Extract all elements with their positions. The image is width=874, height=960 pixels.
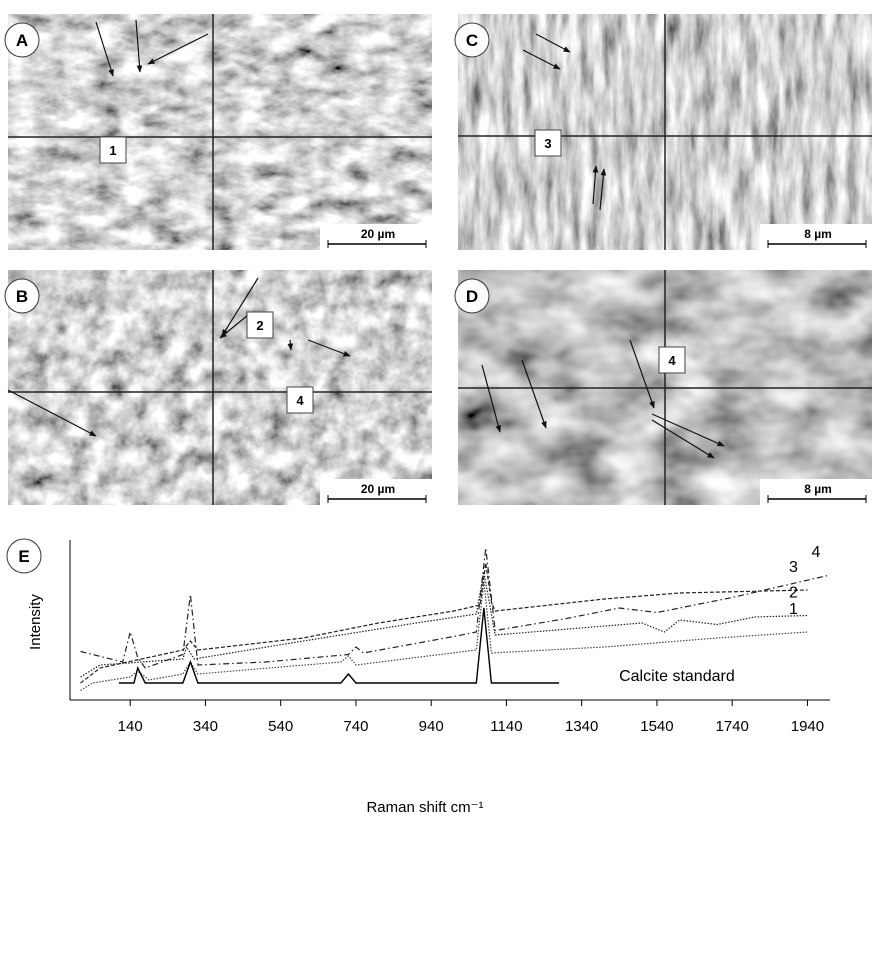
micrograph-panel: C 3 8 µm (454, 14, 872, 250)
panel-letter-badge (4, 278, 40, 314)
spectrum-line (80, 580, 808, 692)
x-tick-label: 340 (193, 718, 218, 735)
marker-box (658, 346, 686, 374)
marker-box (246, 311, 274, 339)
x-tick-label: 1940 (791, 718, 824, 735)
x-tick-label: 540 (268, 718, 293, 735)
arrow (599, 168, 607, 211)
panel-letter: C (466, 31, 478, 50)
panel-letter-badge (6, 538, 42, 574)
micrograph-panel: A 1 20 µm (4, 14, 432, 250)
scale-label: 20 µm (361, 227, 395, 241)
marker-box (99, 136, 127, 164)
micrograph-panel: D 4 8 µm (454, 270, 872, 505)
arrow (7, 389, 97, 437)
x-tick-label: 1740 (715, 718, 748, 735)
series-label: 4 (812, 544, 821, 561)
x-tick-label: 140 (118, 718, 143, 735)
arrow (629, 339, 655, 409)
arrow (535, 33, 571, 53)
marker-label: 4 (296, 393, 304, 408)
panel-letter-badge (454, 278, 490, 314)
y-axis-label: Intensity (27, 594, 44, 650)
series-label: Calcite standard (619, 668, 735, 685)
x-tick-label: 1140 (490, 718, 522, 735)
marker-box (534, 129, 562, 157)
x-tick-label: 940 (419, 718, 444, 735)
panel-letter: D (466, 287, 478, 306)
marker-label: 1 (109, 143, 116, 158)
arrow (522, 49, 561, 70)
series-label: 3 (789, 559, 798, 576)
spectrum-line (118, 607, 560, 684)
arrow (221, 277, 259, 337)
arrow (592, 165, 599, 205)
x-axis-label: Raman shift cm⁻¹ (366, 799, 483, 816)
panel-letter: E (18, 547, 29, 566)
arrow (287, 339, 294, 351)
panel-letter: A (16, 31, 28, 50)
spectrum-line (80, 571, 808, 678)
arrow (651, 419, 715, 459)
x-tick-label: 1540 (640, 718, 673, 735)
arrow (481, 364, 502, 433)
scale-box (320, 224, 432, 250)
series-label: 2 (789, 585, 798, 602)
spectrum-line (80, 562, 808, 684)
marker-label: 4 (668, 353, 676, 368)
marker-label: 3 (544, 136, 551, 151)
series-label: 1 (789, 601, 798, 618)
micrograph-image (8, 14, 432, 250)
scale-box (760, 479, 872, 505)
scale-box (320, 479, 432, 505)
panel-letter-badge (4, 22, 40, 58)
spectrum-line (80, 547, 831, 669)
scale-label: 8 µm (804, 227, 832, 241)
panel-letter-badge (454, 22, 490, 58)
micrograph-panel: B 2 4 20 µm (4, 270, 432, 505)
scale-label: 8 µm (804, 482, 832, 496)
x-tick-label: 740 (343, 718, 368, 735)
panel-letter: B (16, 287, 28, 306)
arrow (135, 19, 143, 73)
marker-label: 2 (256, 318, 263, 333)
micrograph-image (8, 270, 432, 505)
scale-label: 20 µm (361, 482, 395, 496)
arrow (651, 413, 725, 447)
arrow (521, 359, 547, 429)
arrow (307, 339, 351, 357)
arrow (95, 21, 114, 77)
x-tick-label: 1340 (565, 718, 598, 735)
marker-box (286, 386, 314, 414)
arrow (147, 33, 209, 65)
scale-box (760, 224, 872, 250)
